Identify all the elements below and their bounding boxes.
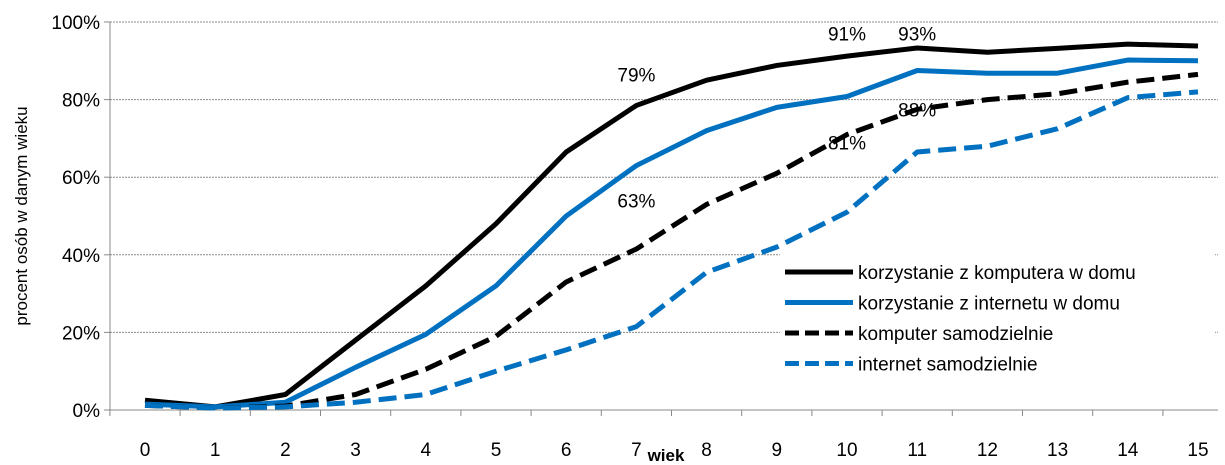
x-tick-label: 5 xyxy=(491,440,502,461)
x-tick-label: 1 xyxy=(210,440,221,461)
axes: 0%20%40%60%80%100%0 1 2 3 4 5 6 7 8 9 10 11 12 13 14 15 xyxy=(51,13,1218,461)
legend-label: korzystanie z internetu w domu xyxy=(858,294,1120,315)
x-tick-label: 10 xyxy=(836,440,857,461)
series-line-3 xyxy=(144,71,1199,411)
x-tick-label: 0 xyxy=(140,440,151,461)
series-line-1 xyxy=(144,41,1199,410)
x-tick-label: 6 xyxy=(561,440,572,461)
x-tick-label: 7 xyxy=(631,440,642,461)
x-tick-label: 11 xyxy=(907,440,927,461)
x-tick-label: 4 xyxy=(421,440,432,461)
x-tick-label: 8 xyxy=(701,440,712,461)
y-tick-label: 20% xyxy=(62,323,100,344)
y-tick-label: 100% xyxy=(51,13,100,34)
y-tick-label: 40% xyxy=(62,246,100,267)
data-annotation: 93% xyxy=(898,25,936,46)
x-tick-label: 2 xyxy=(280,440,291,461)
data-annotation: 88% xyxy=(898,100,936,121)
y-axis-title: procent osób w danym wieku xyxy=(12,106,31,325)
annotations: 79% 63% 91% 93% 88% 81% xyxy=(617,25,936,213)
data-annotation: 63% xyxy=(617,191,655,212)
x-tick-label: 3 xyxy=(350,440,361,461)
x-tick-label: 14 xyxy=(1117,440,1139,461)
x-tick-label: 13 xyxy=(1047,440,1068,461)
series-line-2 xyxy=(144,57,1199,410)
legend-label: korzystanie z komputera w domu xyxy=(858,263,1136,284)
legend-label: internet samodzielnie xyxy=(858,355,1038,376)
legend-label: komputer samodzielnie xyxy=(858,324,1053,345)
series-lines xyxy=(144,41,1199,411)
data-annotation: 91% xyxy=(828,25,866,46)
data-annotation: 79% xyxy=(617,65,655,86)
x-axis-title: wiek xyxy=(647,446,685,465)
y-tick-label: 60% xyxy=(62,168,100,189)
series-line-4 xyxy=(144,89,1199,411)
data-annotation: 81% xyxy=(828,133,866,154)
grid xyxy=(110,21,1218,333)
y-tick-label: 80% xyxy=(62,91,100,112)
x-tick-label: 9 xyxy=(772,440,783,461)
y-tick-label: 0% xyxy=(73,401,101,422)
legend: korzystanie z komputera w domu korzystani… xyxy=(780,254,1215,384)
x-tick-label: 15 xyxy=(1187,440,1208,461)
x-tick-label: 12 xyxy=(977,440,998,461)
